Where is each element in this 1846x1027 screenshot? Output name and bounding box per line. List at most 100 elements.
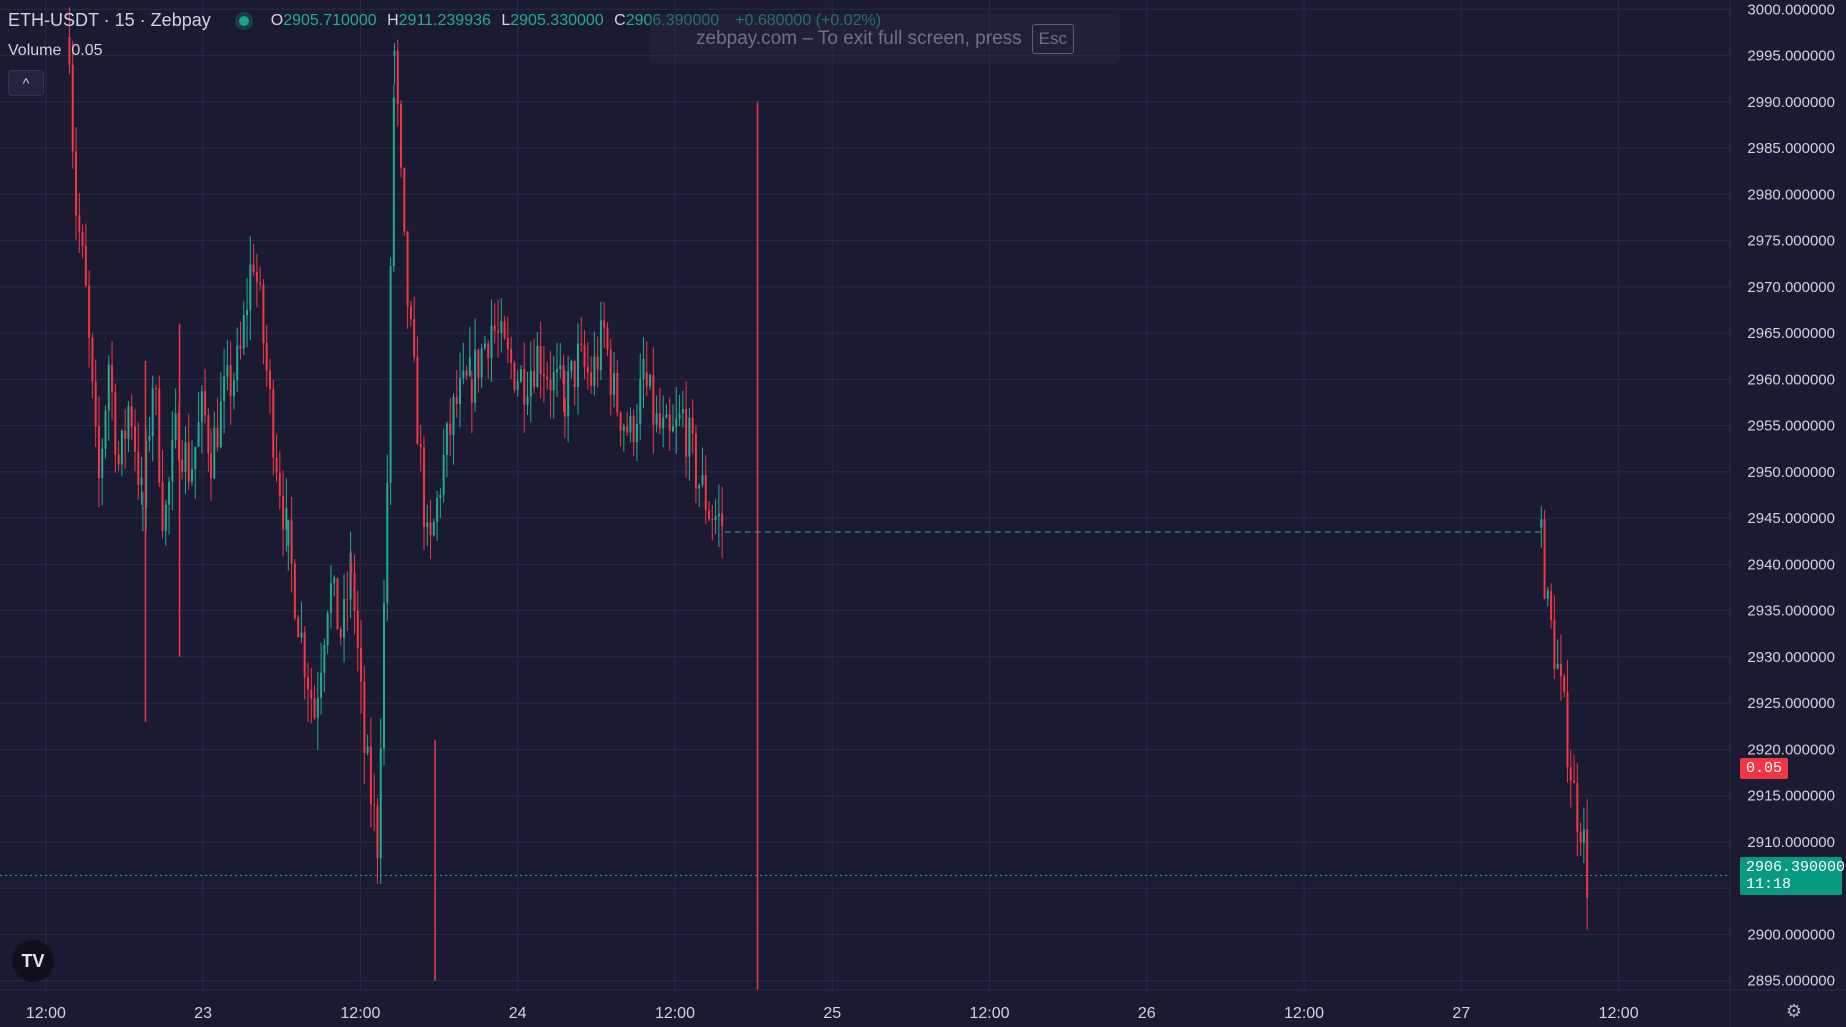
- candle-body: [336, 577, 339, 630]
- candle-body: [419, 444, 422, 448]
- candle-body: [310, 689, 313, 699]
- candle-body: [282, 495, 285, 530]
- candle-body: [465, 370, 468, 376]
- candle-body: [1576, 782, 1579, 832]
- candle-body: [316, 697, 319, 719]
- candle-body: [665, 414, 668, 418]
- candle-body: [662, 417, 665, 429]
- candle-body: [363, 681, 366, 753]
- candle-body: [383, 603, 386, 749]
- candle-body: [81, 232, 84, 247]
- candle-body: [373, 804, 376, 806]
- low-value: 2905.330000: [510, 11, 604, 29]
- price-tick-label: 2990.000000: [1747, 94, 1835, 111]
- volume-legend[interactable]: Volume 0.05: [8, 42, 103, 60]
- candle-body: [127, 406, 130, 439]
- candle-body: [606, 327, 609, 350]
- candle-body: [379, 748, 382, 859]
- market-status-icon: [238, 15, 249, 26]
- price-change: +0.680000 (+0.02%): [735, 11, 882, 29]
- candle-body: [570, 361, 573, 372]
- close-label: C: [614, 11, 626, 29]
- symbol-title[interactable]: ETH-USDT · 15 · Zebpay: [8, 10, 211, 30]
- price-tick-label: 2970.000000: [1747, 279, 1835, 296]
- price-tick-label: 2945.000000: [1747, 510, 1835, 527]
- candle-body: [675, 418, 678, 427]
- candle-body: [320, 672, 323, 698]
- price-tick-label: 2960.000000: [1747, 371, 1835, 388]
- candle-body: [349, 552, 352, 600]
- candle-body: [124, 430, 127, 439]
- candle-body: [141, 507, 144, 509]
- time-tick-label: 12:00: [1284, 1005, 1324, 1022]
- open-value: 2905.710000: [283, 11, 377, 29]
- candle-body: [242, 315, 245, 349]
- time-tick-label: 12:00: [1599, 1005, 1639, 1022]
- symbol-legend[interactable]: ETH-USDT · 15 · Zebpay O2905.710000 H291…: [8, 10, 881, 31]
- candle-body: [576, 343, 579, 387]
- candle-body: [339, 629, 342, 638]
- candle-body: [275, 457, 278, 473]
- candle-body: [346, 599, 349, 601]
- gear-icon[interactable]: ⚙: [1785, 1001, 1803, 1021]
- candle-body: [396, 50, 399, 105]
- candle-body: [148, 435, 151, 442]
- candle-body: [154, 388, 157, 390]
- candles: [68, 7, 1589, 990]
- candle-body: [111, 364, 114, 393]
- price-tick-label: 2950.000000: [1747, 464, 1835, 481]
- last-price-value: 2906.390000: [1746, 859, 1846, 877]
- candle-body: [366, 746, 369, 753]
- candle-body: [694, 433, 697, 489]
- candle-body: [104, 410, 107, 449]
- candle-body: [285, 507, 288, 530]
- candle-body: [400, 104, 403, 168]
- candle-body: [632, 415, 635, 442]
- candle-body: [717, 513, 720, 517]
- candle-body: [343, 599, 346, 638]
- candle-body: [470, 379, 473, 403]
- tradingview-logo-icon[interactable]: TV: [12, 940, 54, 982]
- candle-body: [655, 413, 658, 425]
- candle-body: [526, 396, 529, 405]
- price-tick-label: 2930.000000: [1747, 649, 1835, 666]
- candle-body: [539, 345, 542, 374]
- candle-body: [455, 396, 458, 404]
- candle-body: [468, 357, 471, 376]
- price-tick-label: 2955.000000: [1747, 418, 1835, 435]
- candle-body: [232, 380, 235, 397]
- candle-body: [1543, 519, 1546, 599]
- candle-body: [639, 379, 642, 424]
- candle-body: [506, 337, 509, 350]
- candle-body: [133, 426, 136, 452]
- candle-body: [1579, 831, 1582, 843]
- collapse-legend-button[interactable]: ^: [8, 70, 44, 96]
- grid-lines: [0, 0, 1730, 990]
- candle-body: [207, 415, 210, 454]
- candle-body: [483, 343, 486, 349]
- candle-body: [117, 454, 120, 465]
- candle-body: [114, 392, 117, 455]
- time-tick-label: 23: [194, 1005, 212, 1022]
- candle-body: [293, 563, 296, 618]
- time-tick-label: 12:00: [340, 1005, 380, 1022]
- candle-body: [490, 325, 493, 359]
- candle-body: [1550, 590, 1553, 620]
- candle-body: [219, 401, 222, 448]
- price-tick-label: 2915.000000: [1747, 788, 1835, 805]
- candle-body: [174, 413, 177, 440]
- candle-body: [622, 426, 625, 431]
- candle-body: [236, 345, 239, 381]
- price-axis-panel: [1730, 0, 1846, 1027]
- price-tick-label: 2900.000000: [1747, 926, 1835, 943]
- candle-body: [306, 677, 309, 690]
- candle-body: [376, 805, 379, 859]
- candle-body: [226, 364, 229, 377]
- time-tick-label: 12:00: [26, 1005, 66, 1022]
- chevron-up-icon: ^: [22, 75, 30, 91]
- candle-body: [449, 423, 452, 435]
- candle-body: [487, 343, 490, 359]
